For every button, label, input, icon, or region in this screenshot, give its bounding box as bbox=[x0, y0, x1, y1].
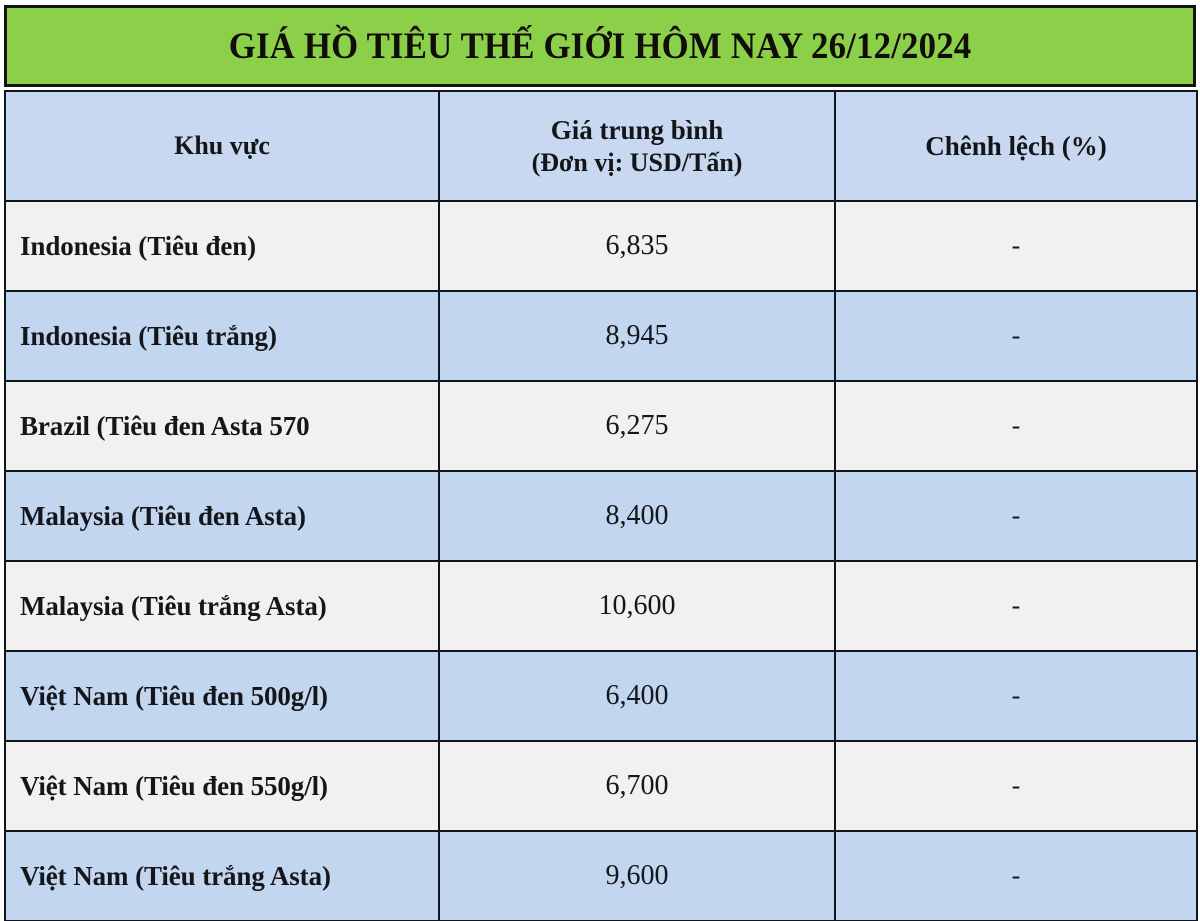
cell-price: 9,600 bbox=[438, 830, 836, 921]
cell-region: Việt Nam (Tiêu trắng Asta) bbox=[4, 830, 440, 921]
column-header-change: Chênh lệch (%) bbox=[834, 90, 1198, 202]
cell-change: - bbox=[834, 470, 1198, 562]
cell-price: 6,700 bbox=[438, 740, 836, 832]
table-body: Indonesia (Tiêu đen) 6,835- Indonesia (Tiê… bbox=[4, 200, 1198, 921]
table-row: Indonesia (Tiêu trắng) 8,945- bbox=[4, 290, 1198, 382]
cell-change: - bbox=[834, 740, 1198, 832]
table-row: Việt Nam (Tiêu đen 550g/l) 6,700- bbox=[4, 740, 1198, 832]
cell-change: - bbox=[834, 650, 1198, 742]
table-row: Việt Nam (Tiêu đen 500g/l) 6,400- bbox=[4, 650, 1198, 742]
table-header: Khu vực Giá trung bình (Đơn vị: USD/Tấn)… bbox=[4, 90, 1198, 202]
column-header-region: Khu vực bbox=[4, 90, 440, 202]
table-row: Malaysia (Tiêu trắng Asta) 10,600- bbox=[4, 560, 1198, 652]
cell-region: Indonesia (Tiêu đen) bbox=[4, 200, 440, 292]
world-pepper-price-table: Khu vực Giá trung bình (Đơn vị: USD/Tấn)… bbox=[4, 90, 1198, 921]
cell-change: - bbox=[834, 830, 1198, 921]
column-header-price-line1: Giá trung bình bbox=[550, 114, 724, 145]
table-header-row: Khu vực Giá trung bình (Đơn vị: USD/Tấn)… bbox=[4, 90, 1198, 202]
cell-region: Malaysia (Tiêu đen Asta) bbox=[4, 470, 440, 562]
cell-change: - bbox=[834, 380, 1198, 472]
table-row: Indonesia (Tiêu đen) 6,835- bbox=[4, 200, 1198, 292]
cell-price: 8,945 bbox=[438, 290, 836, 382]
table-row: Malaysia (Tiêu đen Asta) 8,400- bbox=[4, 470, 1198, 562]
cell-change: - bbox=[834, 290, 1198, 382]
cell-price: 10,600 bbox=[438, 560, 836, 652]
column-header-price-unit: (Đơn vị: USD/Tấn) bbox=[531, 147, 743, 177]
cell-change: - bbox=[834, 560, 1198, 652]
table-row: Việt Nam (Tiêu trắng Asta) 9,600- bbox=[4, 830, 1198, 921]
price-table-container: Khu vực Giá trung bình (Đơn vị: USD/Tấn)… bbox=[4, 90, 1198, 921]
page-title: GIÁ HỒ TIÊU THẾ GIỚI HÔM NAY 26/12/2024 bbox=[228, 25, 972, 67]
column-header-price: Giá trung bình (Đơn vị: USD/Tấn) bbox=[438, 90, 836, 202]
cell-price: 6,835 bbox=[438, 200, 836, 292]
cell-price: 6,400 bbox=[438, 650, 836, 742]
cell-region: Indonesia (Tiêu trắng) bbox=[4, 290, 440, 382]
cell-change: - bbox=[834, 200, 1198, 292]
cell-region: Việt Nam (Tiêu đen 550g/l) bbox=[4, 740, 440, 832]
cell-region: Brazil (Tiêu đen Asta 570 bbox=[4, 380, 440, 472]
cell-price: 6,275 bbox=[438, 380, 836, 472]
cell-region: Malaysia (Tiêu trắng Asta) bbox=[4, 560, 440, 652]
cell-region: Việt Nam (Tiêu đen 500g/l) bbox=[4, 650, 440, 742]
title-banner: GIÁ HỒ TIÊU THẾ GIỚI HÔM NAY 26/12/2024 bbox=[4, 5, 1196, 87]
cell-price: 8,400 bbox=[438, 470, 836, 562]
table-row: Brazil (Tiêu đen Asta 570 6,275- bbox=[4, 380, 1198, 472]
